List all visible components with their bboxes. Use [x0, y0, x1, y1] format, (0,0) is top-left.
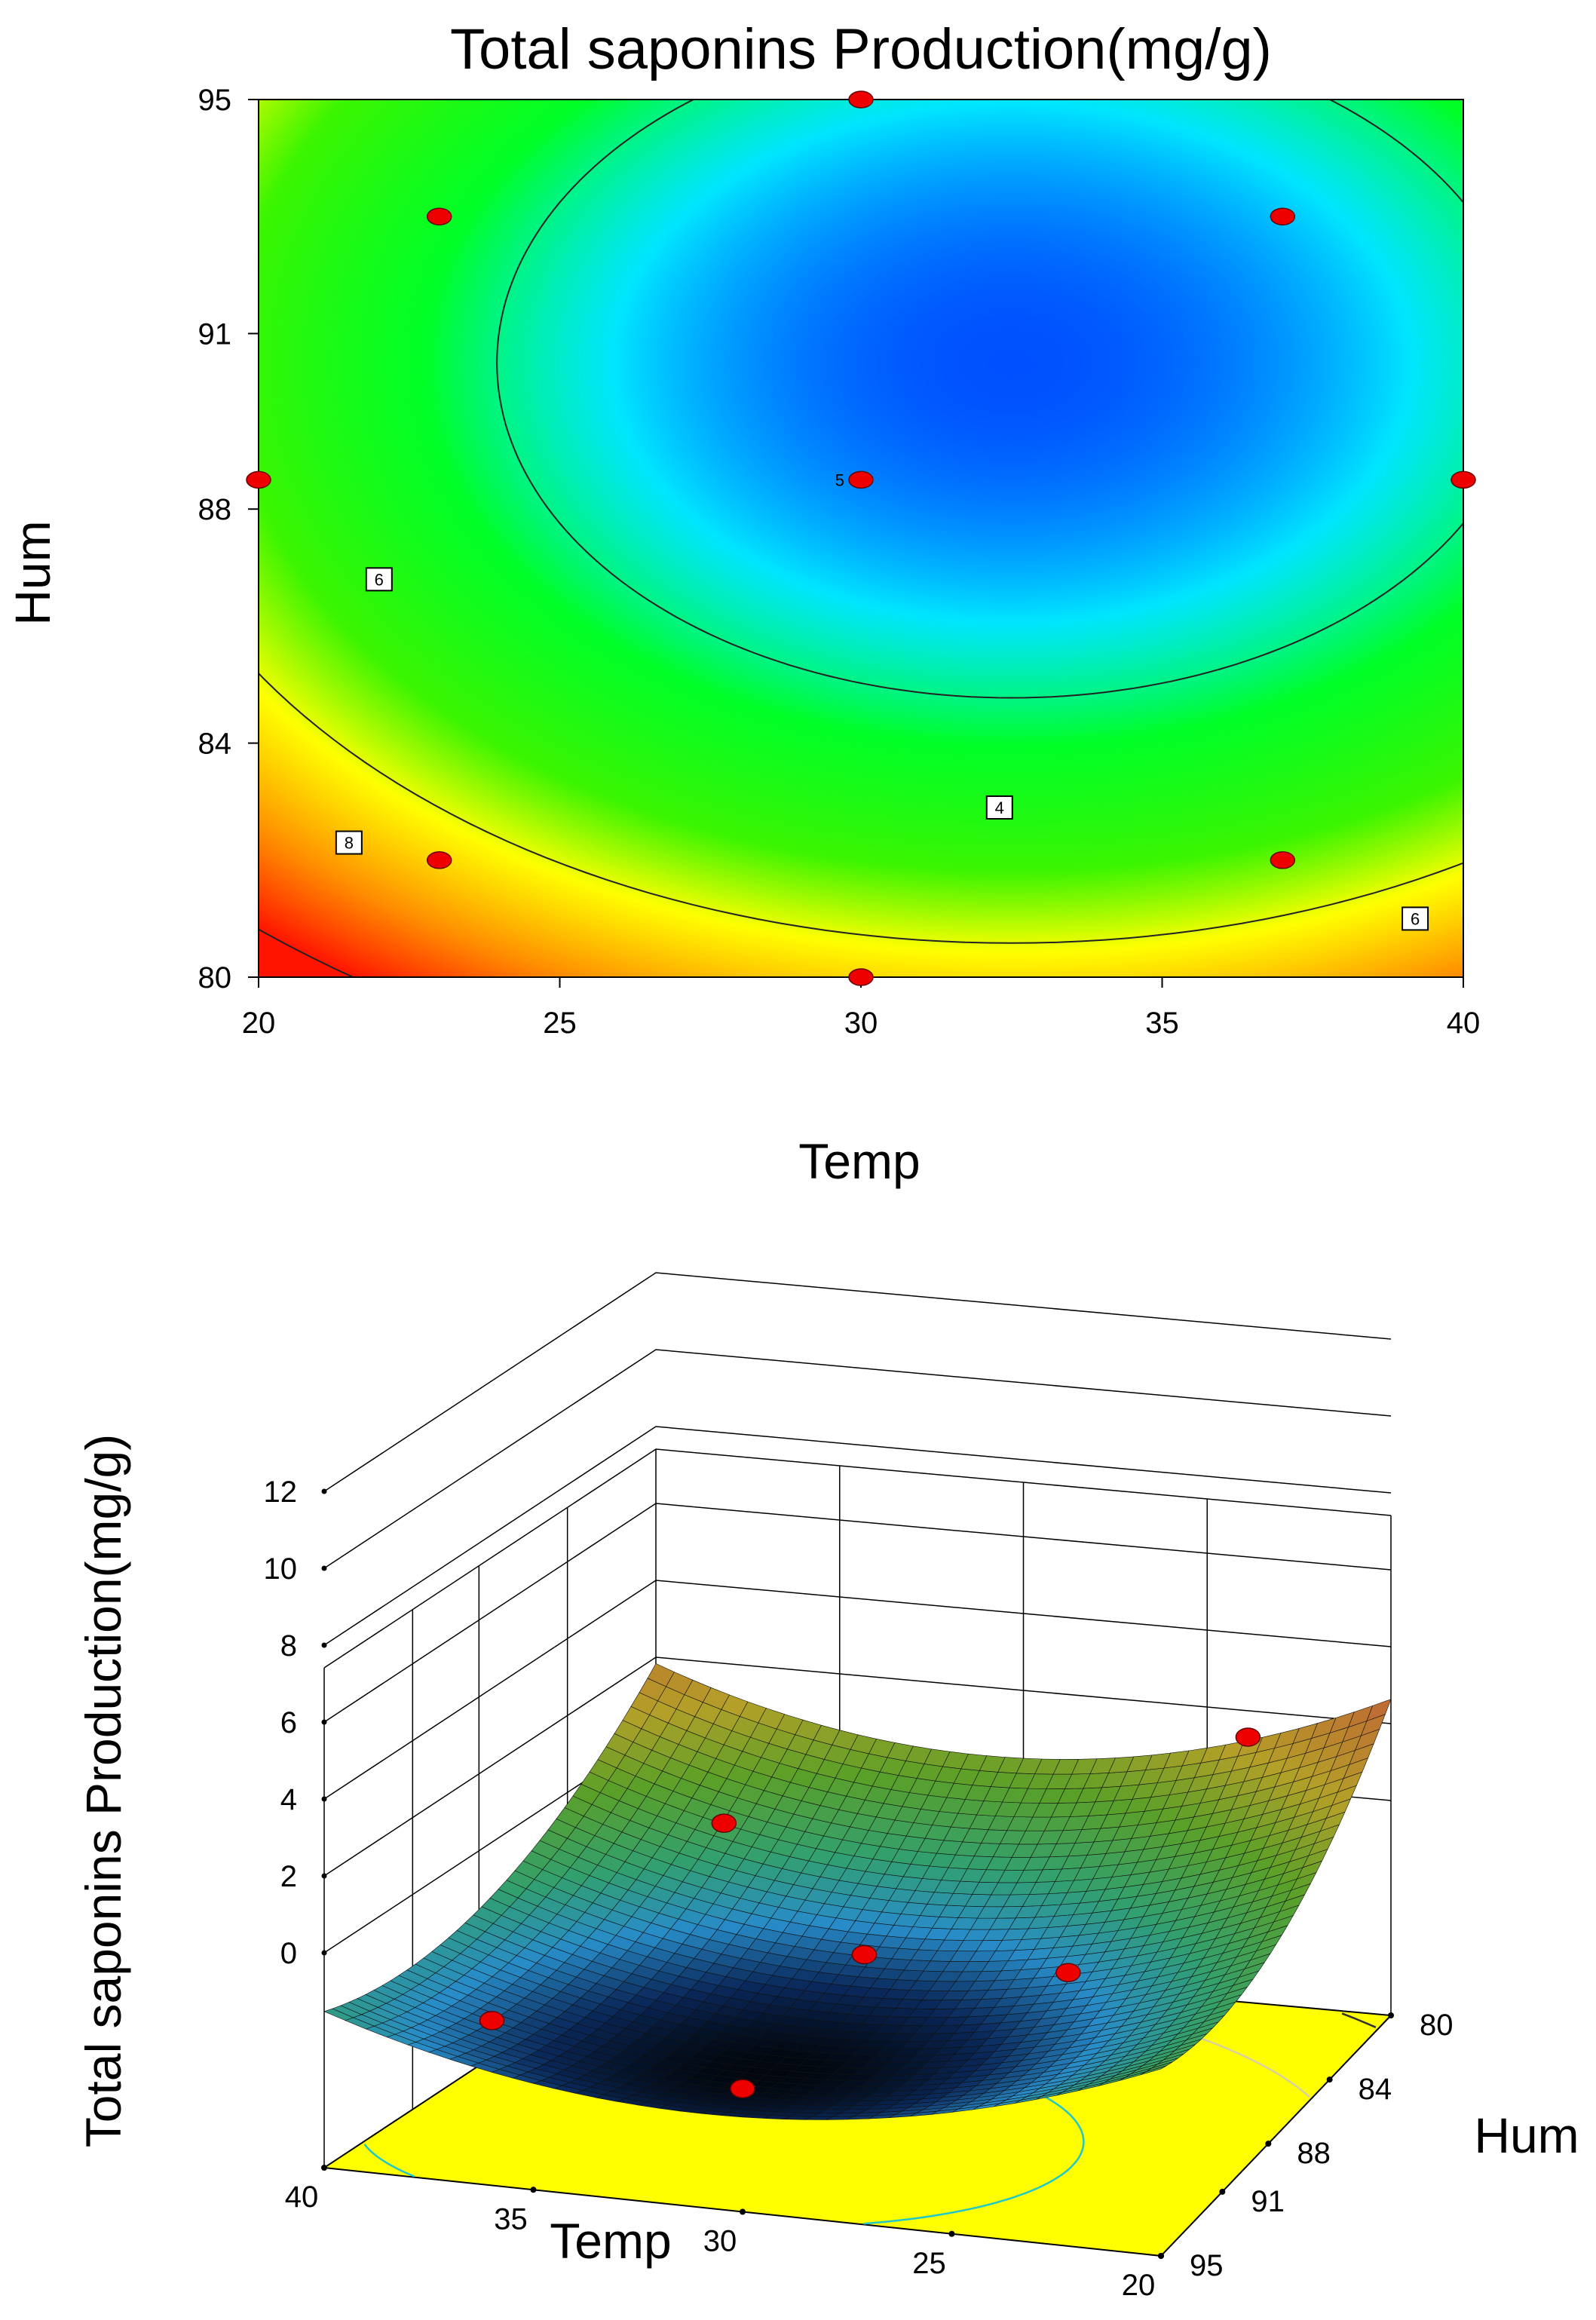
- surface-hum-tick-label: 88: [1297, 2137, 1331, 2170]
- surface-temp-tick-mark: [740, 2208, 746, 2215]
- design-point: [1270, 851, 1296, 869]
- design-point: [426, 207, 452, 225]
- surface-hum-tick-label: 80: [1420, 2009, 1454, 2042]
- surface-hum-tick-label: 84: [1359, 2073, 1392, 2106]
- response-surface: [323, 1663, 1392, 2120]
- surface-temp-label: Temp: [550, 2213, 671, 2269]
- surface-design-points: [479, 1727, 1261, 2099]
- surface-box-grid: [323, 1272, 1392, 2168]
- contour-ytick-label: 95: [198, 84, 232, 117]
- surface-design-point: [1235, 1727, 1261, 1747]
- contour-title: Total saponins Production(mg/g): [450, 17, 1272, 81]
- surface-ztick-label: 12: [264, 1476, 298, 1509]
- surface-ztick-mark: [321, 1719, 327, 1725]
- box-top-edge: [323, 1448, 1392, 1669]
- design-point: [1450, 470, 1476, 489]
- surface-hum-tick-mark: [1265, 2141, 1272, 2147]
- floor-contour-8: [1341, 2012, 1377, 2028]
- design-point: [848, 470, 874, 489]
- design-point: [1270, 207, 1296, 225]
- surface-ztick-label: 6: [280, 1706, 297, 1739]
- surface-design-point: [1055, 1963, 1081, 1983]
- contour-label-box: [335, 830, 363, 855]
- surface-hum-tick-label: 95: [1190, 2249, 1224, 2282]
- contour-chart: Total saponins Production(mg/g) 20 25 30 35…: [5, 17, 1481, 1189]
- surface-temp-tick-label: 30: [703, 2225, 737, 2258]
- surface-ztick-mark: [321, 1488, 327, 1494]
- surface-ztick-label: 8: [280, 1629, 297, 1663]
- design-point: [848, 90, 874, 109]
- contour-ytick-label: 88: [198, 493, 232, 526]
- surface-temp-tick-label: 25: [912, 2247, 946, 2280]
- surface-ztick-mark: [321, 1950, 327, 1956]
- design-point: [246, 470, 271, 489]
- contour-ylabel: Hum: [5, 520, 60, 625]
- contour-ytick-label: 91: [198, 317, 232, 351]
- box-grid-line: [323, 1426, 1392, 1646]
- contour-heatmap: [259, 100, 1463, 977]
- contour-ytick-label: 84: [198, 728, 232, 761]
- contour-xtick-label: 30: [844, 1007, 878, 1040]
- box-grid-line: [323, 1272, 1392, 1492]
- box-grid-line: [323, 1503, 1392, 1723]
- surface-hum-tick-mark: [1158, 2253, 1164, 2259]
- surface-ztick-label: 10: [264, 1552, 298, 1586]
- surface-ztick-mark: [321, 1796, 327, 1802]
- box-grid-line: [323, 1349, 1392, 1569]
- surface-ztick-label: 4: [280, 1783, 297, 1816]
- contour-level-label: 4: [995, 798, 1004, 817]
- contour-level-label: 8: [345, 834, 354, 853]
- contour-xtick-label: 40: [1447, 1007, 1481, 1040]
- surface-temp-tick-mark: [948, 2230, 955, 2237]
- surface-ztick-label: 2: [280, 1860, 297, 1893]
- contour-level-label: 6: [1411, 909, 1420, 928]
- box-grid-line: [323, 1580, 1392, 1800]
- surface-cell: [647, 1663, 675, 1687]
- surface-temp-tick-label: 40: [285, 2181, 319, 2214]
- surface-design-point: [730, 2079, 755, 2099]
- contour-line-4: [496, 100, 1463, 699]
- surface-design-point: [851, 1945, 878, 1965]
- surface-chart: 0 2 4 6 8 10 12 40 35 30 25 20 80 84 88 91 95 Temp Hum T…: [75, 1272, 1579, 2302]
- contour-design-points: 5: [246, 90, 1476, 986]
- contour-xtick-label: 20: [242, 1007, 276, 1040]
- contour-lines: [259, 100, 1463, 977]
- surface-temp-tick-label: 35: [494, 2202, 528, 2236]
- contour-line-6: [259, 672, 1463, 944]
- surface-hum-tick-mark: [1326, 2076, 1333, 2083]
- surface-hum-tick-label: 91: [1251, 2185, 1285, 2218]
- contour-level-label: 6: [375, 570, 384, 589]
- contour-label-box: [1401, 906, 1429, 931]
- design-point: [426, 851, 452, 869]
- surface-ztick-label: 0: [280, 1937, 297, 1970]
- surface-temp-tick-mark: [321, 2165, 327, 2171]
- design-point: [848, 968, 874, 986]
- center-point-label: 5: [835, 470, 844, 489]
- contour-xtick-label: 25: [543, 1007, 577, 1040]
- surface-axes: 0 2 4 6 8 10 12 40 35 30 25 20 80 84 88 91 95: [264, 1476, 1454, 2302]
- contour-label-box: [365, 567, 393, 592]
- box-grid-line: [323, 1656, 1392, 1877]
- contour-level-labels: 4 6 6 8: [335, 567, 1429, 931]
- surface-temp-tick-label: 20: [1122, 2269, 1156, 2302]
- surface-temp-tick-mark: [530, 2187, 537, 2193]
- contour-ytick-label: 80: [198, 961, 232, 995]
- surface-hum-tick-mark: [1388, 2012, 1394, 2018]
- surface-ztick-mark: [321, 1642, 327, 1648]
- surface-hum-label: Hum: [1474, 2107, 1579, 2163]
- surface-design-point: [711, 1813, 737, 1833]
- surface-hum-tick-mark: [1219, 2188, 1226, 2195]
- surface-zlabel: Total saponins Production(mg/g): [75, 1434, 131, 2148]
- surface-ztick-mark: [321, 1873, 327, 1879]
- surface-ztick-mark: [321, 1565, 327, 1571]
- contour-xlabel: Temp: [798, 1133, 920, 1189]
- contour-xtick-label: 35: [1145, 1007, 1179, 1040]
- contour-label-box: [985, 795, 1013, 820]
- surface-design-point: [479, 2011, 505, 2030]
